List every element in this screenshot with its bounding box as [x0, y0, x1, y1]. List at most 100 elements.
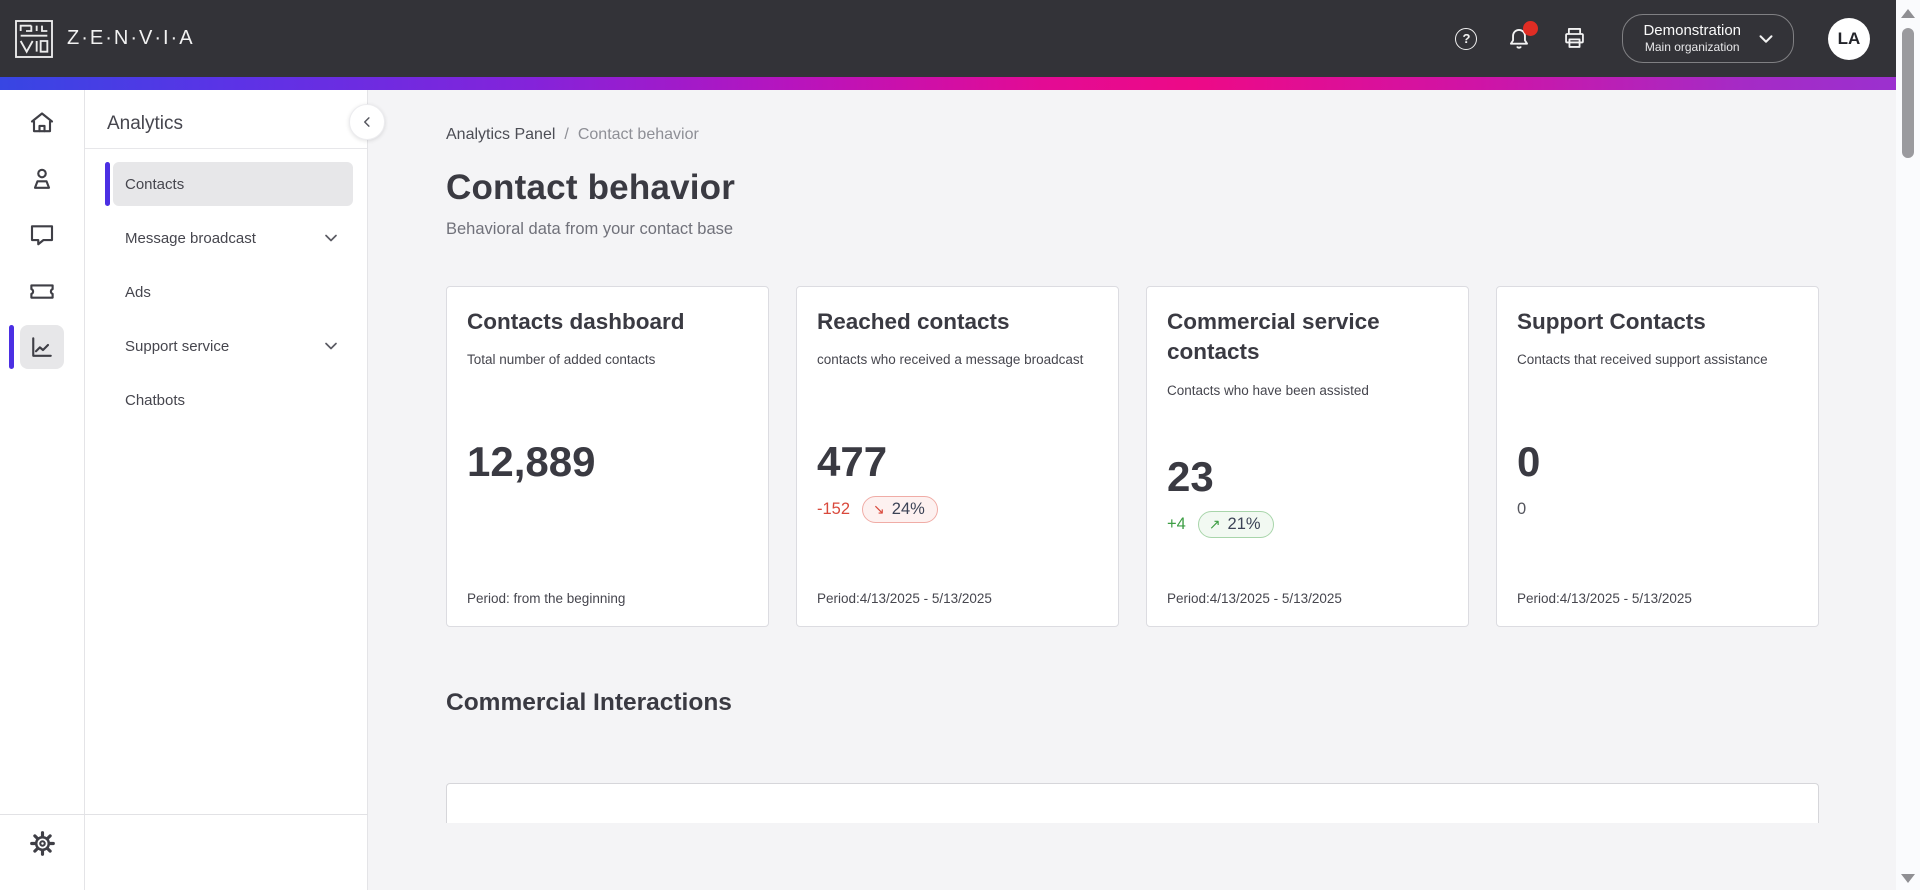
card-commercial-service-contacts: Commercial service contacts Contacts who… — [1146, 286, 1469, 627]
analytics-menu: Contacts Message broadcast Ads Support s… — [85, 149, 367, 422]
page-title: Contact behavior — [446, 168, 736, 207]
person-icon — [27, 164, 57, 194]
menu-item-label: Ads — [125, 283, 151, 301]
organization-switcher[interactable]: Demonstration Main organization — [1622, 13, 1794, 64]
card-title: Support Contacts — [1517, 309, 1706, 334]
active-rail-indicator — [9, 325, 14, 369]
organization-labels: Demonstration Main organization — [1643, 22, 1741, 56]
card-delta-row: +4 ↗ 21% — [1167, 507, 1444, 541]
breadcrumb: Analytics Panel / Contact behavior — [446, 126, 1819, 144]
chat-bubble-icon — [27, 220, 57, 250]
card-title: Commercial service contacts — [1167, 309, 1380, 365]
arrow-up-right-icon: ↗ — [1208, 515, 1221, 532]
sidebar-bottom-divider — [0, 814, 368, 815]
sidebar-item-conversations[interactable] — [20, 213, 64, 257]
menu-item-contacts[interactable]: Contacts — [105, 162, 353, 206]
brand-text: Z·E·N·V·I·A — [67, 27, 195, 49]
card-value: 12,889 — [467, 438, 596, 486]
menu-item-label: Contacts — [125, 175, 185, 193]
chevron-left-icon — [358, 113, 376, 131]
card-title: Reached contacts — [817, 309, 1010, 334]
card-reached-contacts: Reached contacts contacts who received a… — [796, 286, 1119, 627]
page-scrollbar[interactable] — [1896, 0, 1920, 890]
icon-rail — [0, 90, 85, 890]
menu-item-label: Chatbots — [125, 391, 186, 409]
breadcrumb-separator: / — [564, 126, 569, 143]
brand-gradient-bar — [0, 77, 1896, 90]
card-description: contacts who received a message broadcas… — [817, 352, 1084, 368]
topbar-actions: ? — [1455, 13, 1870, 64]
print-button[interactable] — [1561, 25, 1588, 52]
card-title: Contacts dashboard — [467, 309, 685, 334]
card-value: 0 — [1517, 438, 1541, 486]
analytics-panel: Analytics Contacts Message broadcast — [85, 90, 385, 890]
chevron-down-icon — [321, 228, 341, 248]
sidebar-item-contacts[interactable] — [20, 157, 64, 201]
card-description: Total number of added contacts — [467, 352, 656, 368]
topbar: Z·E·N·V·I·A ? — [0, 0, 1896, 77]
organization-name: Demonstration — [1643, 21, 1741, 39]
menu-item-label: Message broadcast — [125, 229, 256, 247]
scrollbar-down-arrow[interactable] — [1901, 874, 1915, 883]
delta-value: 0 — [1517, 499, 1527, 518]
gear-icon — [29, 830, 56, 857]
notification-badge-dot — [1523, 20, 1539, 36]
help-button[interactable]: ? — [1455, 27, 1478, 50]
menu-item-label: Support service — [125, 337, 230, 355]
breadcrumb-current: Contact behavior — [577, 126, 699, 143]
panel-collapse-button[interactable] — [349, 104, 385, 140]
sidebar-item-campaigns[interactable] — [20, 269, 64, 313]
card-period: Period:4/13/2025 - 5/13/2025 — [1167, 591, 1342, 606]
sidebar-item-analytics[interactable] — [9, 325, 64, 369]
menu-item-support-service[interactable]: Support service — [113, 324, 353, 368]
card-support-contacts: Support Contacts Contacts that received … — [1496, 286, 1819, 627]
chevron-down-icon — [1755, 28, 1777, 50]
trend-badge-down: ↘ 24% — [862, 495, 938, 523]
organization-subtitle: Main organization — [1644, 40, 1740, 55]
menu-item-message-broadcast[interactable]: Message broadcast — [113, 216, 353, 260]
line-chart-icon — [27, 332, 57, 362]
bell-icon — [1505, 25, 1533, 53]
card-value: 23 — [1167, 453, 1214, 501]
ticket-icon — [27, 276, 57, 306]
card-period: Period: from the beginning — [467, 591, 626, 606]
scrollbar-up-arrow[interactable] — [1901, 9, 1915, 18]
card-delta-row: 0 — [1517, 492, 1794, 526]
card-period: Period:4/13/2025 - 5/13/2025 — [817, 591, 992, 606]
commercial-interactions-card-partial — [446, 783, 1819, 823]
card-value: 477 — [817, 438, 888, 486]
section-title-commercial-interactions: Commercial Interactions — [446, 689, 732, 716]
card-description: Contacts that received support assistanc… — [1517, 352, 1768, 368]
card-description: Contacts who have been assisted — [1167, 382, 1369, 398]
printer-icon — [1561, 25, 1588, 52]
home-icon — [27, 108, 57, 138]
card-period: Period:4/13/2025 - 5/13/2025 — [1517, 591, 1692, 606]
sidebar-item-home[interactable] — [20, 101, 64, 145]
zenvia-logo-icon — [14, 19, 54, 59]
badge-percent: 24% — [891, 499, 925, 518]
breadcrumb-parent-link[interactable]: Analytics Panel — [446, 126, 556, 143]
notifications-button[interactable] — [1505, 20, 1539, 53]
trend-badge-up: ↗ 21% — [1197, 510, 1274, 538]
menu-item-ads[interactable]: Ads — [113, 270, 353, 314]
sidebar-item-settings[interactable] — [20, 821, 64, 865]
arrow-down-right-icon: ↘ — [873, 500, 885, 517]
brand[interactable]: Z·E·N·V·I·A — [14, 19, 195, 59]
page-subtitle: Behavioral data from your contact base — [446, 220, 734, 238]
badge-percent: 21% — [1227, 514, 1261, 533]
card-contacts-dashboard: Contacts dashboard Total number of added… — [446, 286, 769, 627]
user-avatar[interactable]: LA — [1828, 17, 1870, 60]
scrollbar-thumb[interactable] — [1902, 28, 1914, 158]
menu-item-chatbots[interactable]: Chatbots — [113, 378, 353, 422]
delta-value: -152 — [817, 499, 851, 518]
panel-divider — [85, 148, 367, 149]
chevron-down-icon — [321, 336, 341, 356]
content-row: Analytics Contacts Message broadcast — [0, 90, 1896, 890]
card-delta-row — [467, 492, 744, 526]
delta-value: +4 — [1167, 514, 1186, 533]
help-icon: ? — [1455, 27, 1478, 50]
main-content: Analytics Panel / Contact behavior Conta… — [368, 90, 1896, 890]
kpi-cards-row: Contacts dashboard Total number of added… — [446, 286, 1819, 627]
